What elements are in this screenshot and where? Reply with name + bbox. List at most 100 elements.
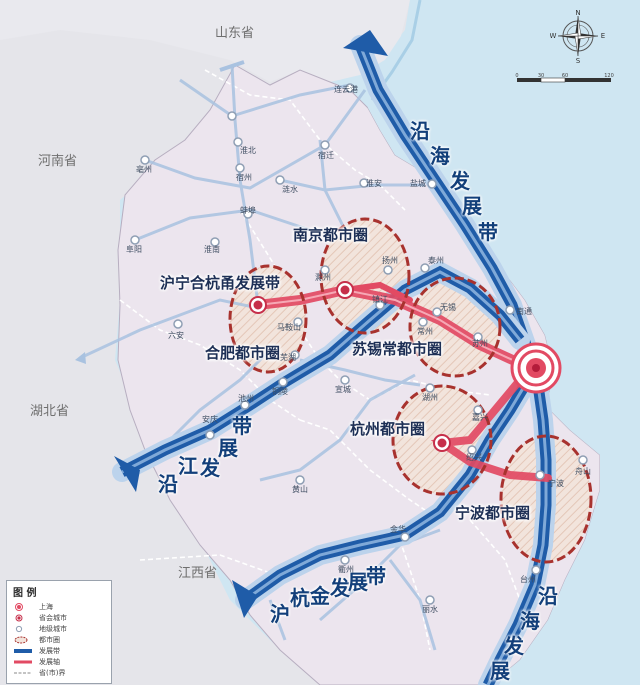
legend-item-belt: 发展带 [7, 646, 111, 657]
city-label-taizhou-zj: 台州 [520, 575, 536, 584]
city-label-suqian: 宿迁 [318, 151, 334, 160]
city-label-lianshui: 涟水 [282, 185, 298, 194]
belt-label-yangtze-4: 展 [218, 436, 238, 460]
belt-label-coastal-top-4: 展 [462, 194, 482, 218]
legend-label-shanghai: 上海 [39, 603, 53, 611]
scale-tick-3: 120 [604, 73, 614, 79]
city-label-lishui: 丽水 [422, 605, 438, 614]
city-label-huangshan: 黄山 [292, 485, 308, 494]
province-label-hubei: 湖北省 [30, 404, 70, 419]
minor-axes [79, 64, 441, 651]
belt-label-coastal-bottom-3: 发 [504, 634, 524, 658]
metro-label-hefei: 合肥都市圈 [205, 344, 281, 362]
metro-label-nanjing: 南京都市圈 [293, 226, 369, 244]
city-label-nantong: 南通 [516, 307, 532, 316]
city-label-suzhou: 苏州 [472, 339, 488, 348]
belt-label-coastal-top-5: 带 [478, 220, 498, 244]
border-symbol-icon [14, 672, 32, 674]
city-label-ningbo: 宁波 [548, 479, 564, 488]
legend-label-prefecture: 地级城市 [39, 625, 67, 633]
city-label-chizhou: 池州 [238, 394, 254, 403]
belt-label-huhangjin-3: 金 [310, 584, 330, 608]
legend: 图 例 上海 省会城市 地级城市 都市圈 发展带 发展轴 省(市)界 [6, 580, 112, 684]
city-label-yangzhou: 扬州 [382, 256, 398, 265]
city-label-jiaxing: 嘉兴 [472, 413, 488, 422]
city-label-yancheng: 盐城 [410, 179, 426, 188]
legend-label-capital: 省会城市 [39, 614, 67, 622]
legend-title: 图 例 [13, 588, 37, 599]
metro-label-ningbo: 宁波都市圈 [455, 504, 531, 522]
compass-rose: N S E W [550, 9, 605, 64]
city-label-maanshan: 马鞍山 [277, 323, 301, 332]
legend-item-shanghai: 上海 [7, 602, 111, 613]
province-label-henan: 河南省 [38, 154, 78, 169]
legend-item-metro: 都市圈 [7, 635, 111, 646]
capital-symbol-icon [15, 614, 23, 622]
belt-label-coastal-bottom-2: 海 [520, 609, 540, 633]
belt-label-huhangjin-1: 沪 [270, 602, 290, 626]
city-label-huainan: 淮南 [204, 245, 220, 254]
legend-label-metro: 都市圈 [39, 636, 60, 644]
legend-item-capital: 省会城市 [7, 613, 111, 624]
shanghai-marker [510, 342, 562, 394]
metro-rings [228, 217, 593, 564]
city-markers [130, 83, 588, 605]
belt-label-coastal-top-1: 沿 [410, 119, 430, 143]
belt-label-yangtze-1: 沿 [158, 472, 178, 496]
city-label-anqing: 安庆 [202, 415, 218, 424]
legend-label-belt: 发展带 [39, 647, 60, 655]
city-label-xuancheng: 宣城 [335, 385, 351, 394]
city-label-shaoxing: 绍兴 [466, 453, 482, 462]
city-label-wuxi: 无锡 [440, 303, 456, 312]
surrounding-land [0, 0, 410, 685]
city-label-bozhou: 亳州 [136, 165, 152, 174]
legend-label-border: 省(市)界 [39, 669, 66, 677]
city-label-quzhou: 衢州 [338, 565, 354, 574]
yangtze-belt [112, 260, 530, 492]
axis-label-huning: 沪宁合杭甬发展带 [160, 274, 281, 292]
province-label-shandong: 山东省 [215, 26, 255, 41]
metro-symbol-icon [14, 636, 28, 644]
huhangjin-belt [232, 375, 535, 618]
scale-bar: 0 30 60 120 [515, 73, 614, 83]
metro-label-suxichang: 苏锡常都市圈 [352, 340, 443, 358]
prefecture-symbol-icon [15, 625, 23, 633]
axis-arrow-north [219, 60, 245, 72]
scale-tick-1: 30 [538, 73, 544, 79]
city-label-lianyungang: 连云港 [334, 85, 358, 94]
city-label-huaibei: 淮北 [240, 146, 256, 155]
legend-item-prefecture: 地级城市 [7, 624, 111, 635]
city-label-huzhou: 湖州 [422, 393, 438, 402]
belt-label-coastal-bottom-4: 展 [490, 659, 510, 683]
belt-symbol-icon [14, 649, 32, 653]
belt-label-yangtze-3: 发 [200, 456, 220, 480]
belt-label-coastal-top-2: 海 [430, 144, 450, 168]
scale-tick-2: 60 [562, 73, 568, 79]
belt-label-yangtze-5: 带 [232, 414, 252, 438]
city-label-zhenjiang: 镇江 [372, 295, 388, 304]
province-label-jiangxi: 江西省 [178, 566, 218, 581]
belt-label-yangtze-2: 江 [178, 454, 198, 478]
legend-item-border: 省(市)界 [7, 668, 111, 679]
belt-label-huhangjin-5: 展 [348, 570, 368, 594]
shandong-land [0, 0, 410, 82]
city-label-zhoushan: 舟山 [575, 467, 591, 476]
city-label-huaian: 淮安 [366, 179, 382, 188]
compass-icon [557, 15, 599, 57]
compass-n: N [575, 9, 580, 17]
belt-label-coastal-bottom-1: 沿 [538, 584, 558, 608]
belt-label-huhangjin-4: 发 [330, 576, 350, 600]
city-label-taizhou: 泰州 [428, 256, 444, 265]
belt-label-coastal-top-3: 发 [450, 169, 470, 193]
legend-label-axis: 发展轴 [39, 658, 60, 666]
capital-markers [249, 281, 451, 452]
compass-e: E [601, 32, 605, 40]
city-label-wuhu: 芜湖 [280, 353, 296, 362]
city-label-tongling: 铜陵 [272, 387, 288, 396]
city-label-suzhou-ah: 宿州 [236, 173, 252, 182]
metro-label-hangzhou: 杭州都市圈 [350, 420, 426, 438]
city-label-jinhua: 金华 [390, 525, 406, 534]
city-label-liuan: 六安 [168, 331, 184, 340]
